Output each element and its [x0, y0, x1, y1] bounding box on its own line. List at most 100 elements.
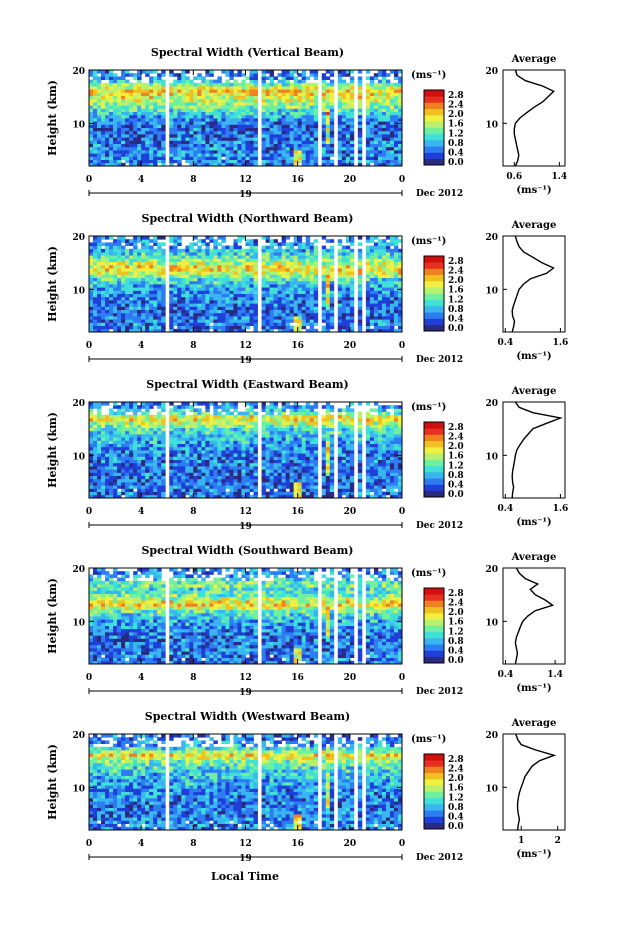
heatmap-cell: [369, 252, 375, 256]
heatmap-cell: [93, 462, 98, 467]
heatmap-cell: [129, 446, 134, 451]
heatmap-cell: [141, 450, 146, 454]
heatmap-cell: [341, 86, 347, 90]
heatmap-cell: [189, 258, 194, 262]
heatmap-cell: [101, 70, 106, 74]
heatmap-cell: [213, 287, 218, 291]
heatmap-cell: [281, 162, 287, 167]
heatmap-cell: [281, 134, 287, 138]
heatmap-cell: [221, 316, 226, 320]
heatmap-cell: [101, 255, 106, 259]
heatmap-cell: [161, 153, 166, 157]
heatmap-cell: [265, 111, 270, 116]
heatmap-cell: [157, 300, 162, 304]
heatmap-cell: [173, 482, 178, 486]
heatmap-cell: [93, 459, 98, 464]
heatmap-cell: [329, 153, 335, 157]
heatmap-cell: [233, 95, 238, 100]
heatmap-cell: [345, 95, 351, 100]
heatmap-cell: [137, 322, 142, 326]
heatmap-cell: [205, 316, 210, 320]
heatmap-cell: [201, 108, 206, 112]
heatmap-cell: [149, 453, 154, 457]
heatmap-cell: [245, 306, 250, 310]
heatmap-cell: [121, 312, 126, 317]
heatmap-cell: [149, 459, 154, 464]
heatmap-cell: [313, 271, 319, 275]
heatmap-cell: [337, 76, 343, 80]
heatmap-cell: [325, 86, 331, 90]
heatmap-cell: [229, 105, 234, 109]
heatmap-cell: [337, 137, 343, 141]
heatmap-cell: [309, 277, 315, 282]
heatmap-cell: [237, 114, 242, 119]
heatmap-cell: [269, 86, 274, 90]
heatmap-cell: [345, 328, 351, 333]
heatmap-cell: [125, 443, 130, 448]
heatmap-cell: [309, 86, 315, 90]
heatmap-cell: [229, 325, 234, 330]
heatmap-cell: [241, 309, 246, 314]
heatmap-cell: [309, 108, 315, 112]
heatmap-cell: [313, 303, 319, 307]
heatmap-cell: [261, 274, 266, 278]
heatmap-cell: [221, 319, 226, 323]
heatmap-cell: [125, 102, 130, 106]
heatmap-cell: [169, 462, 174, 467]
heatmap-cell: [381, 150, 387, 154]
heatmap-cell: [313, 73, 319, 77]
heatmap-cell: [337, 287, 343, 291]
heatmap-cell: [273, 92, 278, 96]
heatmap-cell: [169, 153, 174, 157]
heatmap-cell: [169, 303, 174, 307]
heatmap-cell: [217, 236, 222, 240]
heatmap-cell: [233, 98, 238, 103]
heatmap-cell: [249, 130, 254, 135]
heatmap-cell: [217, 280, 222, 285]
heatmap-cell: [161, 121, 166, 125]
colorbar-swatch: [424, 127, 444, 135]
heatmap-cell: [117, 153, 122, 157]
heatmap-cell: [197, 146, 202, 151]
heatmap-cell: [97, 258, 102, 262]
heatmap-cell: [97, 300, 102, 304]
heatmap-cell: [273, 325, 278, 330]
heatmap-cell: [237, 274, 242, 278]
heatmap-cell: [329, 73, 335, 77]
panels: Spectral Width (Vertical Beam)Height (km…: [46, 46, 568, 864]
heatmap-cell: [389, 293, 395, 298]
heatmap-cell: [349, 322, 355, 326]
heatmap-cell: [245, 82, 250, 87]
heatmap-cell: [173, 134, 178, 138]
heatmap-cell: [97, 95, 102, 100]
heatmap-cell: [149, 277, 154, 282]
heatmap-cell: [93, 287, 98, 291]
heatmap-cell: [301, 105, 307, 109]
heatmap-cell: [313, 322, 319, 326]
heatmap-cell: [385, 303, 391, 307]
heatmap-cell: [273, 274, 278, 278]
heatmap-cell: [289, 248, 295, 253]
heatmap-cell: [237, 73, 242, 77]
heatmap-cell: [117, 453, 122, 457]
heatmap-cell: [205, 114, 210, 119]
heatmap-cell: [129, 239, 134, 243]
heatmap-cell: [397, 105, 403, 109]
heatmap-cell: [265, 102, 270, 106]
heatmap-cell: [377, 143, 383, 148]
heatmap-cell: [89, 485, 94, 489]
heatmap-cell: [201, 153, 206, 157]
heatmap-cell: [97, 92, 102, 96]
heatmap-cell: [189, 430, 194, 435]
heatmap-cell: [185, 319, 190, 323]
heatmap-cell: [397, 108, 403, 112]
heatmap-cell: [357, 82, 363, 87]
heatmap-cell: [129, 430, 134, 435]
heatmap-cell: [265, 255, 270, 259]
heatmap-cell: [381, 328, 387, 333]
heatmap-cell: [289, 73, 295, 77]
heatmap-cell: [153, 261, 158, 266]
heatmap-cell: [397, 271, 403, 275]
heatmap-cell: [141, 446, 146, 451]
heatmap-cell: [129, 159, 134, 164]
